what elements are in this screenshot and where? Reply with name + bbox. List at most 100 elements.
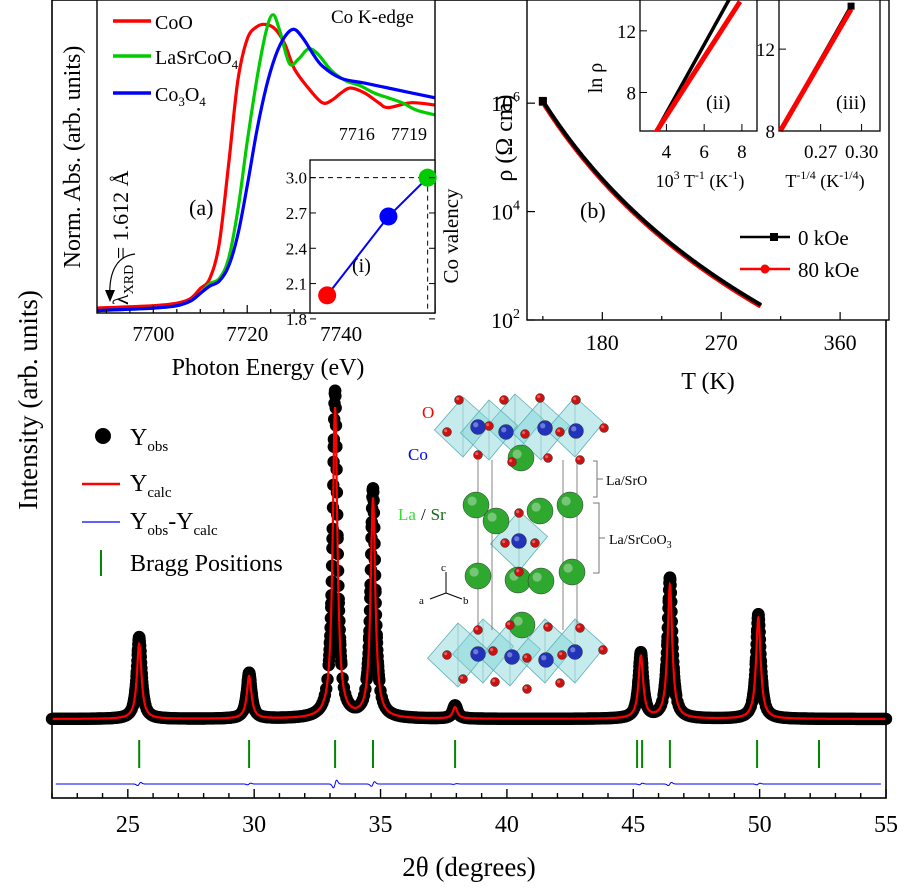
valency-y-tick-label: 3.0 <box>286 169 307 188</box>
o-atom-highlight <box>486 423 490 427</box>
vrh-y-tick-label: 12 <box>756 40 775 61</box>
arrhenius-line <box>653 0 743 131</box>
bracket-perovskite <box>593 502 605 574</box>
xanes-panel-label: (a) <box>189 195 213 220</box>
o-atom-highlight <box>475 452 479 456</box>
o-atom-highlight <box>559 652 563 656</box>
resistivity-ticks: 180 270 360 102 104 106 <box>491 90 857 355</box>
vrh-inset: 0.27 0.30 8 12 (iii) T-1/4 (K-1/4) <box>756 0 881 192</box>
co-atom <box>498 424 514 440</box>
la-sr-atom-highlight <box>467 496 477 506</box>
o-atom-highlight <box>524 686 528 690</box>
co-atom <box>567 644 583 660</box>
o-atom-highlight <box>516 569 520 573</box>
o-atom <box>442 427 452 437</box>
vrh-x-tick-label: 0.27 <box>804 142 837 163</box>
co-atom <box>537 420 553 436</box>
resistivity-plot-frame <box>526 0 890 321</box>
co-atom-highlight <box>473 649 479 655</box>
o-atom <box>543 622 553 632</box>
o-atom <box>530 538 540 548</box>
co-atom-highlight <box>507 652 513 658</box>
xanes-panel: 7700 7720 7740 Photon Energy (eV) Norm. Ab… <box>60 0 463 381</box>
vrh-inset-plot: 0.27 0.30 8 12 <box>756 2 878 163</box>
valency-point <box>318 286 337 305</box>
legend-coo-label: CoO <box>155 12 193 34</box>
valency-point <box>418 168 437 187</box>
la-sr-atom <box>526 497 554 525</box>
label-perovskite-layer: La/SrCoO3 <box>609 533 672 551</box>
xrd-panel: 25 30 35 40 45 50 55 2θ (degrees) Intensity (a… <box>13 0 898 882</box>
la-sr-atom <box>482 507 510 535</box>
o-atom <box>499 395 509 405</box>
xanes-inset-tick-label: 7719 <box>391 124 427 144</box>
o-atom <box>484 421 494 431</box>
x-tick-label: 40 <box>495 812 519 838</box>
o-atom <box>571 395 581 405</box>
valency-y-tick-label: 2.1 <box>286 275 307 294</box>
o-atom-highlight <box>490 648 494 652</box>
xanes-y-axis-label: Norm. Abs. (arb. units) <box>60 46 86 269</box>
xanes-inset-top-ticks: 7716 7719 <box>339 124 427 144</box>
label-oxygen: O <box>422 403 434 422</box>
o-atom <box>473 450 483 460</box>
o-atom-highlight <box>522 431 526 435</box>
legend-yobs-label: Yobs <box>130 425 168 455</box>
o-atom-highlight <box>502 540 506 544</box>
o-atom-highlight <box>444 652 448 656</box>
co-atom-highlight <box>501 427 507 433</box>
resistivity-x-axis-label: T (K) <box>681 369 735 395</box>
arrhenius-x-tick-label: 8 <box>737 142 747 163</box>
resistivity-plot-area <box>538 96 763 309</box>
arrhenius-x-tick-label: 6 <box>699 142 709 163</box>
xanes-x-ticks: 7700 7720 7740 <box>105 305 436 346</box>
res-y-tick-label: 106 <box>491 90 520 116</box>
o-atom-highlight <box>545 455 549 459</box>
o-atom-highlight <box>600 647 604 651</box>
vrh-y-tick-label: 8 <box>766 122 776 143</box>
valency-inset-label: (i) <box>352 255 371 277</box>
inset-ii-series <box>653 0 743 131</box>
resistivity-panel: 180 270 360 102 104 106 T (K) ρ (Ω cm) (b) 0 … <box>491 0 890 395</box>
co-atom-highlight <box>540 423 546 429</box>
o-atom <box>575 455 585 465</box>
o-atom <box>543 453 553 463</box>
xanes-legend: CoO LaSrCoO4 Co3O4 <box>113 12 239 109</box>
x-tick-label: 50 <box>748 812 772 838</box>
o-atom <box>507 457 517 467</box>
legend-bragg-label: Bragg Positions <box>130 551 283 577</box>
difference-curve <box>55 779 881 789</box>
valency-y-tick-label: 2.4 <box>286 239 308 258</box>
structure-labels: O Co La / Sr La/SrO La/SrCoO3 c a b <box>398 403 672 607</box>
xrd-x-ticks: 25 30 35 40 45 50 55 <box>51 789 898 838</box>
valency-y-tick-label: 2.7 <box>286 204 308 223</box>
la-sr-atom-highlight <box>513 616 523 626</box>
la-sr-atom-highlight <box>563 563 573 573</box>
xanes-plot-frame <box>96 0 436 314</box>
la-sr-atom <box>556 491 584 519</box>
valency-y-tick-label: 1.8 <box>286 310 307 329</box>
la-sr-atom-highlight <box>531 502 541 512</box>
o-atom <box>442 650 452 660</box>
xanes-series-co <box>97 27 435 313</box>
o-atom-highlight <box>516 510 520 514</box>
octahedron-bottom <box>427 622 489 688</box>
o-atom <box>500 538 510 548</box>
legend-0koe-label: 0 kOe <box>798 226 849 250</box>
o-atom-highlight <box>475 627 479 631</box>
vrh-x-tick-label: 0.30 <box>845 142 878 163</box>
x-tick-label: 35 <box>369 812 393 838</box>
co-atom <box>511 533 527 549</box>
o-atom <box>490 677 500 687</box>
xrd-x-axis-label: 2θ (degrees) <box>402 852 536 882</box>
o-atom <box>555 678 565 688</box>
o-atom-highlight <box>601 425 605 429</box>
o-atom <box>458 674 468 684</box>
co-atom-highlight <box>571 426 577 432</box>
xrd-plot-frame <box>51 0 887 799</box>
arrhenius-inset-plot: 4 6 8 8 12 <box>617 0 747 163</box>
bragg-positions <box>138 740 820 768</box>
xanes-x-tick-label: 7720 <box>226 322 268 346</box>
res-y-tick-label: 102 <box>491 307 520 333</box>
